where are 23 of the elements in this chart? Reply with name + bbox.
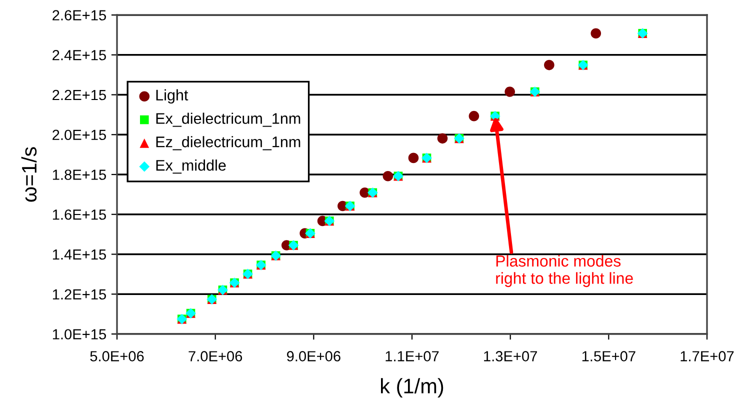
y-tick-label: 2.2E+15 [52,90,106,100]
y-tick-label: 2.0E+15 [52,130,106,140]
x-tick-label: 1.5E+07 [582,351,636,362]
y-tick-label: 1.6E+15 [52,209,106,220]
annotation: Plasmonic modes right to the light line [496,254,633,288]
y-tick-label: 1.0E+15 [52,329,106,340]
x-tick-label: 5.0E+06 [90,351,144,362]
x-tick-label: 7.0E+06 [188,351,242,362]
x-axis-title: k (1/m) [381,378,444,398]
y-tick-label: 1.2E+15 [52,289,106,300]
y-tick-label: 1.4E+15 [52,250,106,260]
y-axis-title: ω=1/s [21,147,37,202]
y-tick-label: 2.6E+15 [52,10,106,20]
legend-label: Ex_dielectricum_1nm [156,112,300,127]
y-tick-label: 2.4E+15 [52,50,106,60]
x-tick-label: 1.3E+07 [484,351,537,362]
x-tick-label: 1.7E+07 [680,351,734,362]
y-tick-label: 1.8E+15 [52,170,106,180]
legend-label: Ez_dielectricum_1nm [156,136,300,150]
x-tick-label: 1.1E+07 [386,351,439,362]
legend-label: Ex_middle [156,160,226,174]
legend-label: Light [156,89,188,104]
x-tick-label: 9.0E+06 [286,351,340,362]
